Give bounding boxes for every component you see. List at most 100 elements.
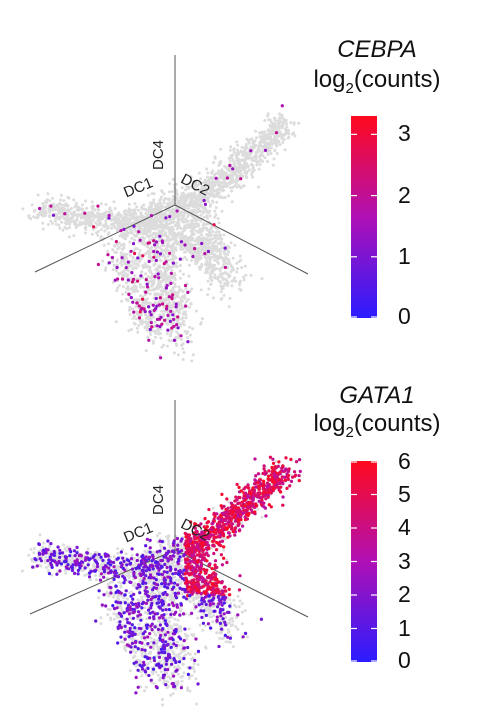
expressing-cell-point (203, 252, 207, 256)
expressing-cell-point (172, 317, 176, 321)
cell-point (48, 211, 52, 214)
cell-point (200, 233, 204, 237)
cell-point (186, 242, 190, 246)
cell-point (145, 328, 149, 332)
cell-point (180, 248, 184, 251)
expressing-cell-point (158, 324, 162, 329)
expressing-cell-point (157, 303, 162, 307)
cell-point (258, 163, 262, 167)
expressing-cell-point (124, 266, 128, 270)
cell-point (254, 129, 258, 133)
cell-point (90, 232, 94, 236)
cell-point (193, 208, 197, 212)
cell-point (144, 215, 148, 219)
cell-point (66, 213, 70, 217)
cell-point (124, 290, 128, 294)
cell-point (183, 224, 187, 228)
cell-point (180, 317, 184, 321)
cell-point (182, 320, 186, 323)
cell-point (184, 287, 188, 291)
cell-point (135, 215, 139, 219)
cell-point (171, 274, 175, 278)
expressing-cell-point (178, 257, 182, 261)
cell-point (150, 284, 154, 288)
cell-point (59, 198, 62, 202)
cell-point (77, 207, 81, 211)
cell-point (297, 121, 301, 125)
cell-point (163, 234, 167, 237)
cell-point (174, 256, 178, 260)
cell-point (148, 253, 151, 257)
cell-point (171, 290, 174, 293)
cell-point (274, 139, 278, 143)
cell-point (164, 247, 168, 251)
expressing-cell-point (92, 225, 96, 229)
expressing-cell-point (274, 131, 279, 135)
cell-point (222, 548, 226, 552)
cell-point (175, 292, 179, 296)
expressing-cell-point (148, 310, 152, 314)
cell-point (222, 293, 226, 297)
cell-point (156, 243, 160, 247)
cell-point (158, 264, 161, 268)
cell-point (175, 193, 179, 196)
cell-point (171, 254, 175, 258)
cell-point (156, 286, 159, 290)
cell-point (122, 242, 126, 246)
expressing-cell-point (159, 356, 163, 360)
cell-point (183, 294, 187, 297)
cell-point (141, 221, 145, 225)
cell-point (246, 155, 250, 159)
cell-point (134, 234, 138, 238)
cell-point (164, 224, 168, 228)
cell-point (142, 231, 146, 235)
cell-point (73, 566, 77, 570)
expressing-cell-point (147, 241, 152, 245)
expressing-cell-point (176, 326, 180, 330)
cell-point (200, 184, 204, 188)
cell-point (97, 569, 101, 573)
cell-point (128, 313, 132, 316)
expressing-cell-point (183, 283, 188, 288)
cell-point (168, 218, 172, 222)
expressing-cell-point (155, 317, 160, 321)
cell-point (123, 225, 126, 229)
cell-point (204, 241, 207, 245)
cell-point (54, 207, 58, 211)
cell-point (252, 145, 256, 148)
expressing-cell-point (132, 310, 136, 314)
cell-point (153, 210, 157, 214)
cell-point (284, 128, 288, 132)
colorbar-tick-label: 3 (398, 120, 411, 147)
cell-point (250, 173, 254, 177)
cell-point (201, 248, 205, 252)
cell-point (160, 293, 164, 297)
cell-point (262, 144, 266, 148)
cell-point (229, 186, 232, 190)
cell-point (185, 185, 189, 189)
cell-point (47, 207, 51, 211)
cell-point (133, 202, 137, 206)
expressing-cell-point (156, 272, 160, 276)
cell-point (164, 249, 168, 253)
cell-point (21, 207, 25, 211)
cell-point (160, 280, 164, 284)
cell-point (114, 320, 118, 324)
cell-point (83, 226, 87, 230)
cell-point (173, 248, 176, 251)
cell-point (64, 571, 68, 575)
cell-point (117, 245, 121, 249)
cell-point (206, 175, 210, 179)
cell-point (57, 203, 60, 207)
cell-point (236, 148, 240, 152)
cell-point (219, 290, 223, 294)
cell-point (188, 246, 192, 250)
cell-point (142, 207, 146, 211)
cell-point (207, 234, 211, 238)
expressing-cell-point (120, 277, 125, 281)
cell-point (221, 188, 225, 192)
cell-point (117, 225, 121, 229)
cell-point (54, 213, 58, 217)
cell-point (138, 277, 142, 281)
